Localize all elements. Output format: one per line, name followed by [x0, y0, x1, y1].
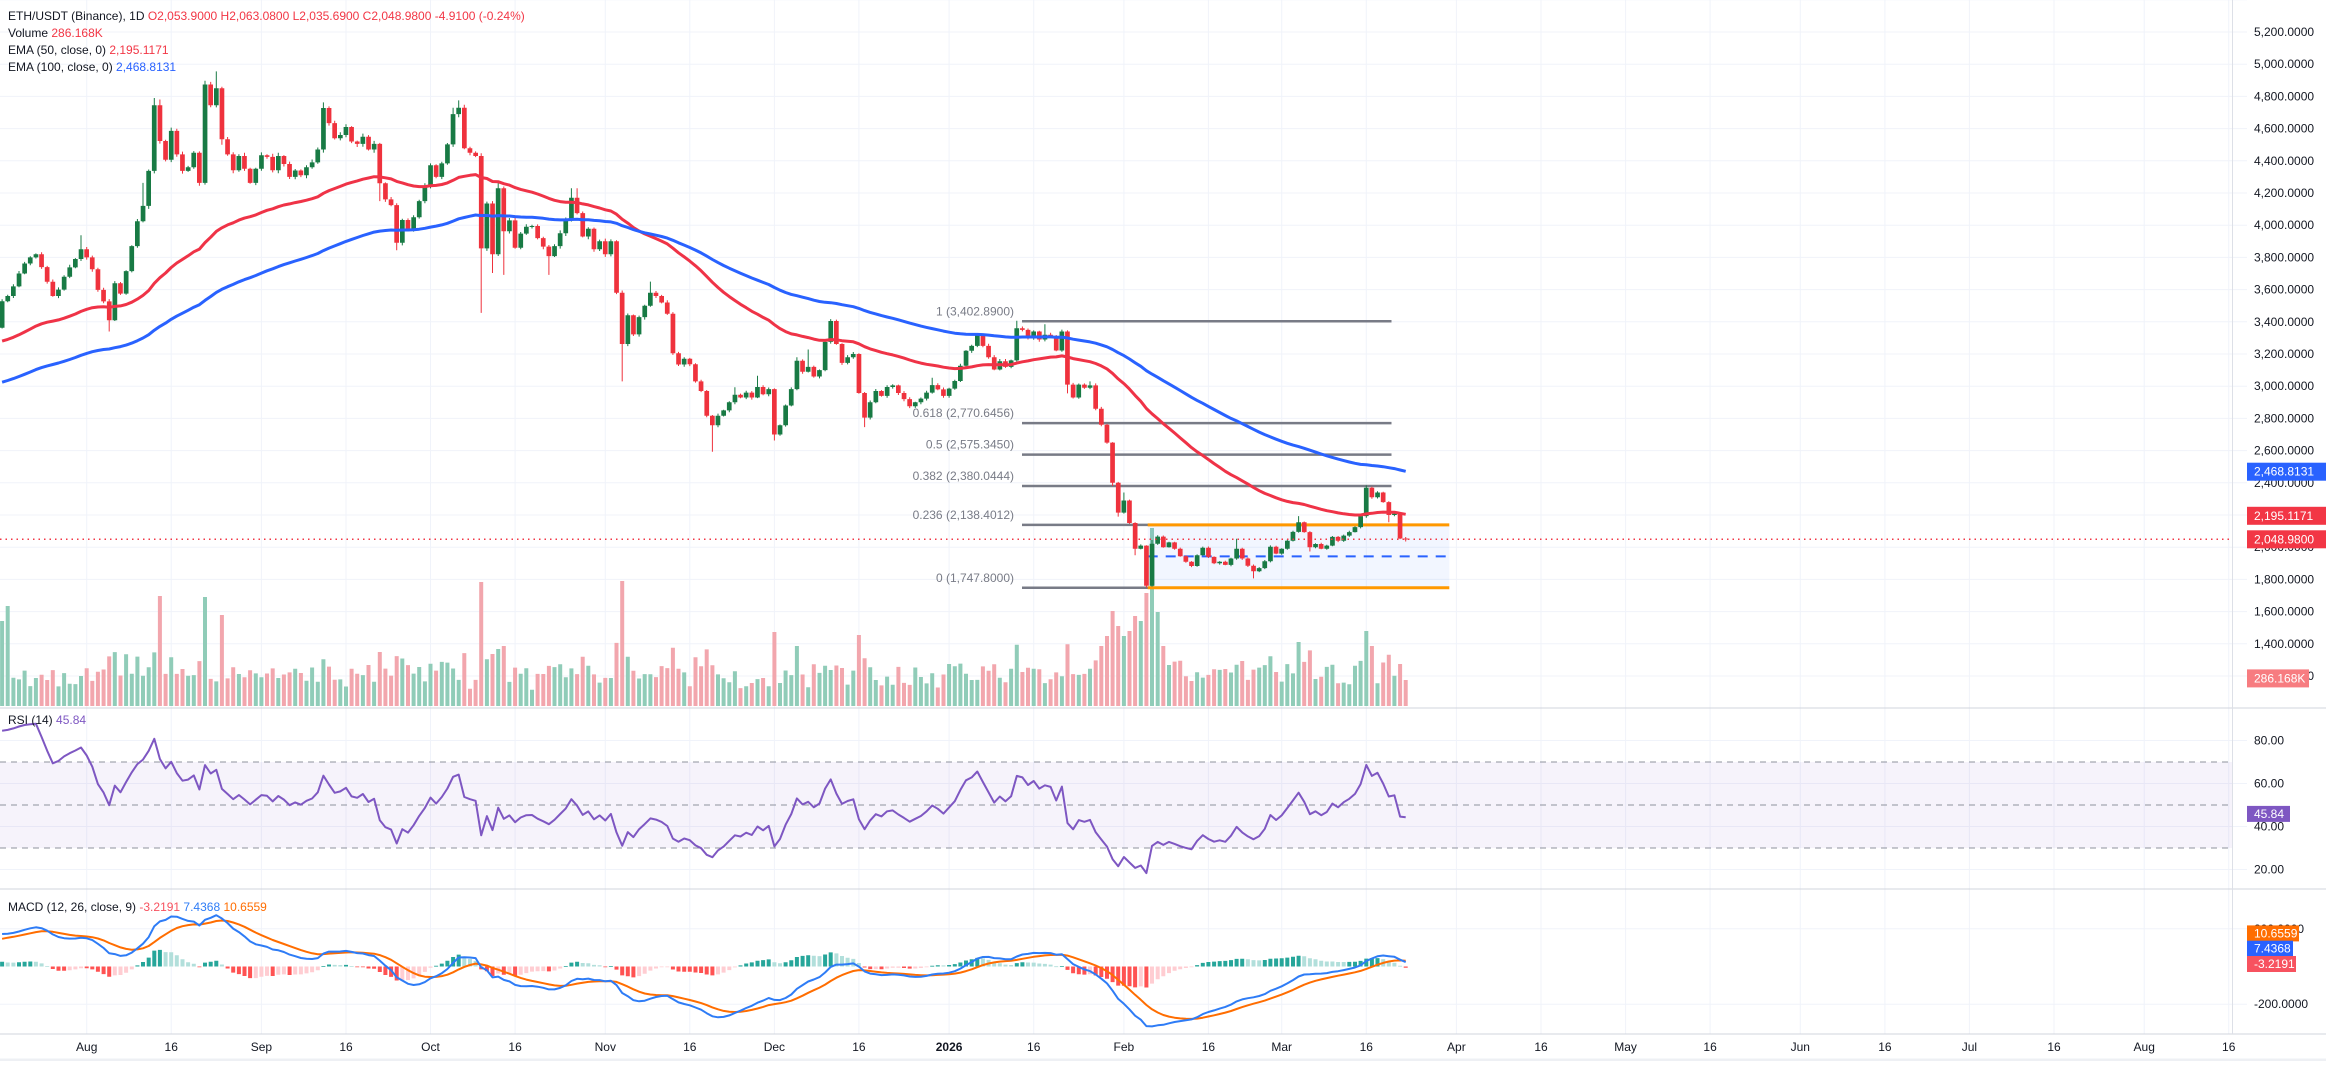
- svg-text:RSI (14) 45.84: RSI (14) 45.84: [8, 713, 86, 727]
- svg-text:1 (3,402.8900): 1 (3,402.8900): [936, 304, 1014, 318]
- svg-text:Feb: Feb: [1114, 1040, 1135, 1054]
- svg-text:0.618 (2,770.6456): 0.618 (2,770.6456): [913, 406, 1014, 420]
- svg-text:16: 16: [1534, 1040, 1548, 1054]
- svg-text:EMA (100, close, 0) 2,468.813: EMA (100, close, 0) 2,468.8131: [8, 60, 176, 74]
- svg-text:3,200.0000: 3,200.0000: [2254, 347, 2314, 361]
- svg-text:5,200.0000: 5,200.0000: [2254, 25, 2314, 39]
- svg-text:Sep: Sep: [251, 1040, 273, 1054]
- svg-text:Jul: Jul: [1962, 1040, 1977, 1054]
- svg-text:0.236 (2,138.4012): 0.236 (2,138.4012): [913, 508, 1014, 522]
- svg-text:Jun: Jun: [1791, 1040, 1810, 1054]
- svg-text:MACD (12, 26, close, 9) -3.219: MACD (12, 26, close, 9) -3.2191 7.4368 1…: [8, 900, 267, 914]
- svg-text:3,600.0000: 3,600.0000: [2254, 283, 2314, 297]
- svg-text:1,400.0000: 1,400.0000: [2254, 637, 2314, 651]
- svg-text:16: 16: [1703, 1040, 1717, 1054]
- svg-text:Aug: Aug: [76, 1040, 97, 1054]
- svg-text:2,048.9800: 2,048.9800: [2254, 532, 2314, 546]
- svg-text:May: May: [1614, 1040, 1637, 1054]
- svg-text:1,600.0000: 1,600.0000: [2254, 605, 2314, 619]
- svg-text:2026: 2026: [936, 1040, 963, 1054]
- svg-text:0 (1,747.8000): 0 (1,747.8000): [936, 571, 1014, 585]
- svg-text:16: 16: [1202, 1040, 1216, 1054]
- svg-text:3,800.0000: 3,800.0000: [2254, 250, 2314, 264]
- svg-text:16: 16: [683, 1040, 697, 1054]
- svg-text:20.00: 20.00: [2254, 863, 2284, 877]
- svg-text:4,200.0000: 4,200.0000: [2254, 186, 2314, 200]
- svg-text:4,000.0000: 4,000.0000: [2254, 218, 2314, 232]
- svg-text:1,800.0000: 1,800.0000: [2254, 572, 2314, 586]
- svg-text:ETH/USDT (Binance), 1D O2,053: ETH/USDT (Binance), 1D O2,053.9000 H2,06…: [8, 9, 525, 23]
- svg-text:16: 16: [1878, 1040, 1892, 1054]
- svg-text:Mar: Mar: [1271, 1040, 1292, 1054]
- svg-text:Aug: Aug: [2134, 1040, 2155, 1054]
- svg-text:10.6559: 10.6559: [2254, 926, 2298, 940]
- svg-text:3,000.0000: 3,000.0000: [2254, 379, 2314, 393]
- svg-text:286.168K: 286.168K: [2254, 671, 2305, 685]
- svg-text:16: 16: [1027, 1040, 1041, 1054]
- svg-text:4,400.0000: 4,400.0000: [2254, 154, 2314, 168]
- svg-text:2,800.0000: 2,800.0000: [2254, 411, 2314, 425]
- svg-text:Oct: Oct: [421, 1040, 440, 1054]
- svg-text:16: 16: [852, 1040, 866, 1054]
- svg-text:Nov: Nov: [595, 1040, 616, 1054]
- svg-text:2,195.1171: 2,195.1171: [2254, 509, 2313, 523]
- svg-text:16: 16: [2222, 1040, 2236, 1054]
- svg-text:45.84: 45.84: [2254, 807, 2284, 821]
- svg-text:Dec: Dec: [764, 1040, 785, 1054]
- svg-text:16: 16: [2047, 1040, 2061, 1054]
- svg-text:2,600.0000: 2,600.0000: [2254, 444, 2314, 458]
- svg-text:0.382 (2,380.0444): 0.382 (2,380.0444): [913, 469, 1014, 483]
- svg-text:2,468.8131: 2,468.8131: [2254, 465, 2314, 479]
- svg-text:16: 16: [165, 1040, 179, 1054]
- svg-text:16: 16: [339, 1040, 353, 1054]
- svg-text:0.5 (2,575.3450): 0.5 (2,575.3450): [926, 438, 1014, 452]
- svg-text:16: 16: [508, 1040, 522, 1054]
- svg-text:5,000.0000: 5,000.0000: [2254, 57, 2314, 71]
- svg-text:4,600.0000: 4,600.0000: [2254, 122, 2314, 136]
- svg-text:Apr: Apr: [1447, 1040, 1466, 1054]
- svg-text:Volume 286.168K: Volume 286.168K: [8, 26, 103, 40]
- svg-text:40.00: 40.00: [2254, 820, 2284, 834]
- svg-text:7.4368: 7.4368: [2254, 942, 2291, 956]
- svg-text:80.00: 80.00: [2254, 734, 2284, 748]
- svg-text:60.00: 60.00: [2254, 777, 2284, 791]
- svg-text:-200.0000: -200.0000: [2254, 997, 2308, 1011]
- svg-text:3,400.0000: 3,400.0000: [2254, 315, 2314, 329]
- svg-text:-3.2191: -3.2191: [2254, 957, 2295, 971]
- svg-text:4,800.0000: 4,800.0000: [2254, 89, 2314, 103]
- svg-text:16: 16: [1360, 1040, 1374, 1054]
- svg-text:EMA (50, close, 0) 2,195.1171: EMA (50, close, 0) 2,195.1171: [8, 43, 169, 57]
